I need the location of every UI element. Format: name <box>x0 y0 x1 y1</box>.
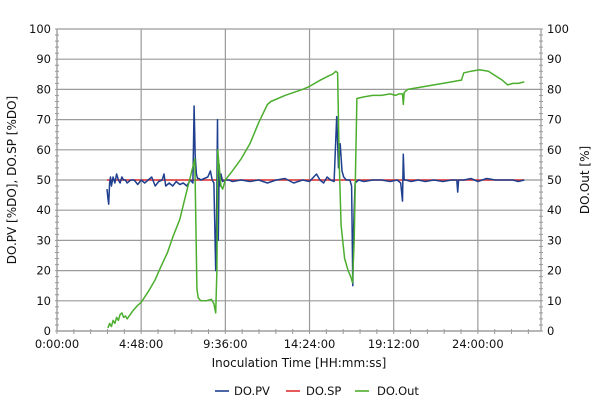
right-y-tick-label: 70 <box>547 113 562 127</box>
series-do-pv-line <box>106 105 525 287</box>
right-y-tick-label: 90 <box>547 52 562 66</box>
legend-item-do-out[interactable]: DO.Out <box>355 384 419 398</box>
x-axis: 0:00:00 4:48:00 9:36:00 14:24:00 19:12:00 24:… <box>35 329 541 351</box>
x-tick-label: 4:48:00 <box>119 337 163 351</box>
right-y-tick-label: 20 <box>547 264 562 278</box>
x-axis-title: Inoculation Time [HH:mm:ss] <box>212 356 387 370</box>
legend-label-do-out: DO.Out <box>377 384 419 398</box>
legend-item-do-sp[interactable]: DO.SP <box>286 384 341 398</box>
left-y-tick-label: 10 <box>36 294 51 308</box>
right-y-axis: 0 10 20 30 40 50 60 70 80 90 100 <box>539 22 569 338</box>
left-y-tick-label: 60 <box>36 143 51 157</box>
right-y-axis-title: DO.Out [%] <box>578 146 592 214</box>
legend-label-do-sp: DO.SP <box>306 384 341 398</box>
legend-label-do-pv: DO.PV <box>234 384 270 398</box>
left-y-tick-label: 0 <box>44 324 51 338</box>
right-y-tick-label: 80 <box>547 82 562 96</box>
left-y-tick-label: 50 <box>36 173 51 187</box>
left-y-tick-label: 30 <box>36 233 51 247</box>
x-tick-label: 24:00:00 <box>452 337 504 351</box>
right-y-tick-label: 10 <box>547 294 562 308</box>
series-lines <box>106 69 525 329</box>
left-y-tick-label: 70 <box>36 113 51 127</box>
x-tick-label: 0:00:00 <box>35 337 79 351</box>
series-do-out-line <box>107 69 525 329</box>
left-y-tick-label: 20 <box>36 264 51 278</box>
right-y-tick-label: 60 <box>547 143 562 157</box>
right-y-tick-label: 40 <box>547 203 562 217</box>
left-y-axis-title: DO.PV [%DO], DO.SP [%DO] <box>5 96 19 265</box>
x-tick-label: 19:12:00 <box>368 337 420 351</box>
left-y-tick-label: 80 <box>36 82 51 96</box>
x-tick-label: 14:24:00 <box>284 337 336 351</box>
right-y-tick-label: 100 <box>547 22 569 36</box>
legend-item-do-pv[interactable]: DO.PV <box>215 384 270 398</box>
left-y-axis: 0 10 20 30 40 50 60 70 80 90 100 <box>29 22 59 338</box>
left-y-tick-label: 40 <box>36 203 51 217</box>
right-y-tick-label: 30 <box>547 233 562 247</box>
left-y-tick-label: 90 <box>36 52 51 66</box>
left-y-tick-label: 100 <box>29 22 51 36</box>
x-tick-label: 9:36:00 <box>203 337 247 351</box>
legend: DO.PV DO.SP DO.Out <box>215 384 419 398</box>
right-y-tick-label: 0 <box>547 324 554 338</box>
right-y-tick-label: 50 <box>547 173 562 187</box>
